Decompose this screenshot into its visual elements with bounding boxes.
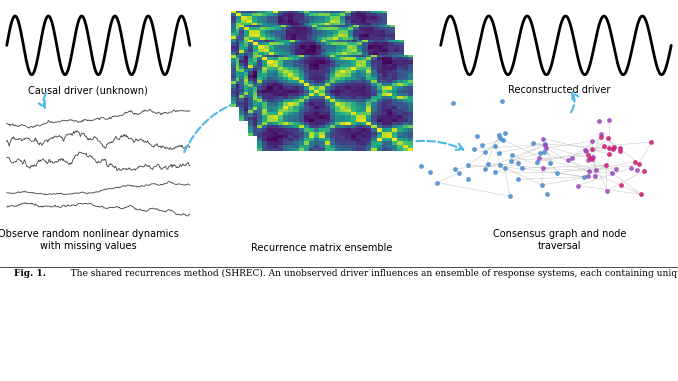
Point (534, 150, 545, 156)
Text: Consensus graph and node
traversal: Consensus graph and node traversal (493, 229, 626, 251)
Point (477, 142, 487, 148)
Point (634, 161, 645, 167)
Point (494, 135, 505, 141)
Point (614, 145, 625, 151)
Point (513, 176, 523, 182)
Point (604, 117, 615, 123)
Point (573, 182, 584, 189)
Point (416, 163, 426, 169)
Point (506, 152, 517, 158)
Point (490, 169, 500, 175)
Point (469, 146, 480, 152)
Point (432, 179, 443, 186)
Point (454, 170, 464, 176)
Point (506, 158, 517, 164)
Point (494, 162, 505, 168)
Point (532, 159, 542, 165)
Point (537, 165, 548, 171)
Point (563, 157, 574, 163)
Point (447, 99, 458, 106)
Point (585, 155, 596, 161)
Point (607, 146, 618, 152)
Point (616, 182, 626, 188)
Point (542, 191, 553, 197)
Point (536, 182, 547, 188)
Point (581, 148, 592, 154)
Point (599, 143, 610, 149)
Point (614, 148, 625, 154)
Point (583, 168, 594, 174)
Point (583, 173, 594, 179)
Text: Causal driver (unknown): Causal driver (unknown) (28, 85, 148, 95)
Point (462, 176, 473, 182)
Point (539, 141, 550, 147)
Point (626, 165, 637, 171)
Point (498, 137, 509, 143)
Point (494, 149, 504, 155)
Point (591, 167, 601, 173)
Point (639, 168, 650, 174)
Point (587, 156, 598, 162)
Point (606, 170, 617, 176)
Point (586, 138, 597, 144)
Point (609, 144, 620, 150)
Point (579, 147, 590, 154)
Point (604, 145, 615, 151)
Point (582, 152, 593, 158)
Point (646, 139, 657, 145)
Point (538, 136, 549, 142)
Point (631, 166, 642, 173)
Point (587, 154, 598, 160)
Text: Fig. 1.: Fig. 1. (14, 269, 45, 278)
Point (450, 166, 460, 172)
Point (500, 165, 511, 171)
Text: Reconstructed driver: Reconstructed driver (508, 85, 610, 95)
Point (601, 162, 612, 168)
Point (636, 191, 647, 197)
Point (493, 132, 504, 138)
Point (424, 169, 435, 175)
Point (479, 166, 490, 172)
Point (504, 193, 515, 199)
Point (595, 131, 606, 137)
Point (513, 160, 523, 166)
Point (630, 158, 641, 165)
Point (540, 145, 551, 151)
Text: Observe random nonlinear dynamics
with missing values: Observe random nonlinear dynamics with m… (0, 229, 178, 251)
Text: The shared recurrences method (SHREC). An unobserved driver influences an ensemb: The shared recurrences method (SHREC). A… (62, 269, 678, 278)
Point (516, 165, 527, 171)
Point (596, 134, 607, 140)
Point (583, 157, 594, 163)
Point (483, 160, 494, 166)
Point (590, 173, 601, 179)
Point (545, 160, 556, 166)
Point (567, 155, 578, 161)
Point (594, 118, 605, 124)
Point (611, 166, 622, 172)
Point (586, 146, 597, 152)
Text: Recurrence matrix ensemble: Recurrence matrix ensemble (252, 243, 393, 253)
Point (462, 162, 473, 168)
Point (472, 133, 483, 139)
Point (490, 143, 500, 149)
Point (539, 142, 550, 148)
Point (497, 98, 508, 104)
Point (538, 149, 549, 155)
Point (479, 149, 490, 155)
Point (500, 130, 511, 136)
Point (603, 135, 614, 141)
Point (528, 140, 539, 146)
Point (534, 155, 544, 161)
Point (552, 170, 563, 176)
Point (601, 188, 612, 194)
Point (604, 151, 615, 157)
Point (578, 174, 589, 180)
